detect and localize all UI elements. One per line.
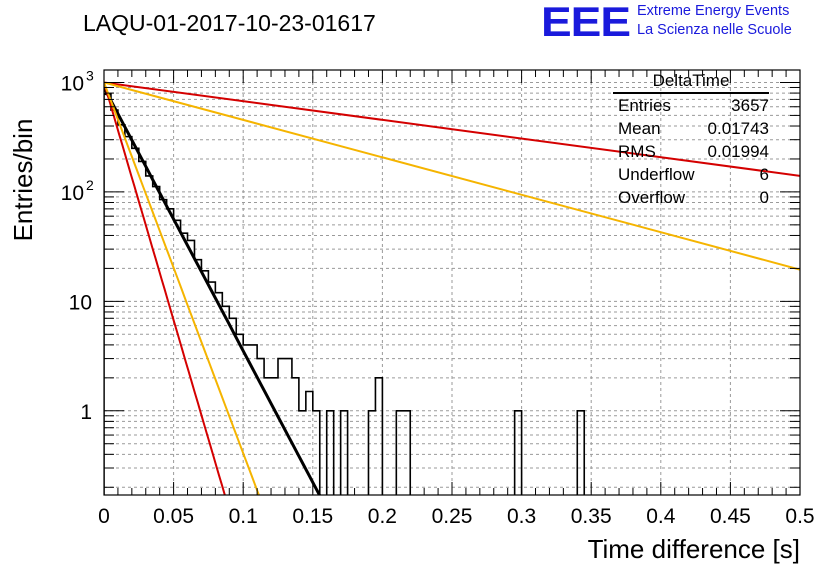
stat-label: RMS: [618, 142, 656, 161]
stat-value: 0: [759, 188, 769, 207]
stat-row-mean: Mean 0.01743: [611, 117, 775, 140]
y-tick-label: 10: [61, 182, 84, 205]
stat-row-entries: Entries 3657: [611, 94, 775, 117]
x-tick-label: 0.2: [368, 505, 397, 528]
x-tick-label: 0.05: [153, 505, 194, 528]
run-title: LAQU-01-2017-10-23-01617: [83, 10, 376, 36]
fit-line-3: [104, 82, 226, 495]
eee-logo: EEE: [541, 0, 631, 46]
y-tick-label: 10: [69, 291, 92, 314]
x-tick-label: 0.35: [571, 505, 612, 528]
x-tick-label: 0.3: [507, 505, 536, 528]
stat-value: 0.01743: [707, 119, 769, 138]
fit-line-4: [104, 82, 260, 495]
y-tick-exponent: 3: [86, 67, 94, 83]
x-tick-label: 0.15: [292, 505, 333, 528]
plot-marks: [104, 81, 800, 495]
stat-row-rms: RMS 0.01994: [611, 140, 775, 163]
stat-label: Mean: [618, 119, 661, 138]
x-tick-label: 0: [98, 505, 110, 528]
fit-line-0: [104, 86, 322, 495]
logo-line-2: La Scienza nelle Scuole: [637, 22, 792, 38]
stat-value: 0.01994: [707, 142, 769, 161]
y-tick-label: 10: [61, 72, 84, 95]
logo-line-1: Extreme Energy Events: [637, 3, 790, 19]
fit-line-1: [104, 81, 800, 177]
y-tick-label: 1: [80, 401, 92, 424]
x-tick-label: 0.4: [646, 505, 676, 528]
x-tick-label: 0.5: [785, 505, 814, 528]
axes: 0 0.05 0.1 0.15 0.2 0.25 0.3 0.35 0.4 0.45 0.5 1 10 1…: [61, 67, 815, 528]
stat-value: 6: [759, 165, 769, 184]
y-axis-label: Entries/bin: [8, 119, 38, 242]
stats-title: DeltaTime: [613, 70, 769, 94]
stat-label: Entries: [618, 96, 671, 115]
y-tick-exponent: 2: [86, 177, 94, 193]
stat-row-underflow: Underflow 6: [611, 163, 775, 186]
x-tick-label: 0.1: [229, 505, 258, 528]
stat-label: Overflow: [618, 188, 686, 207]
stats-box: DeltaTime Entries 3657 Mean 0.01743 RMS 0.0…: [611, 70, 775, 209]
x-axis-label: Time difference [s]: [588, 534, 800, 564]
grid: [104, 70, 800, 495]
x-tick-label: 0.45: [710, 505, 751, 528]
stat-label: Underflow: [618, 165, 695, 184]
stat-row-overflow: Overflow 0: [611, 186, 775, 209]
fit-line-2: [104, 81, 800, 271]
x-tick-label: 0.25: [432, 505, 473, 528]
logo-text: Extreme Energy Events La Scienza nelle S…: [637, 2, 792, 40]
stat-value: 3657: [731, 96, 769, 115]
